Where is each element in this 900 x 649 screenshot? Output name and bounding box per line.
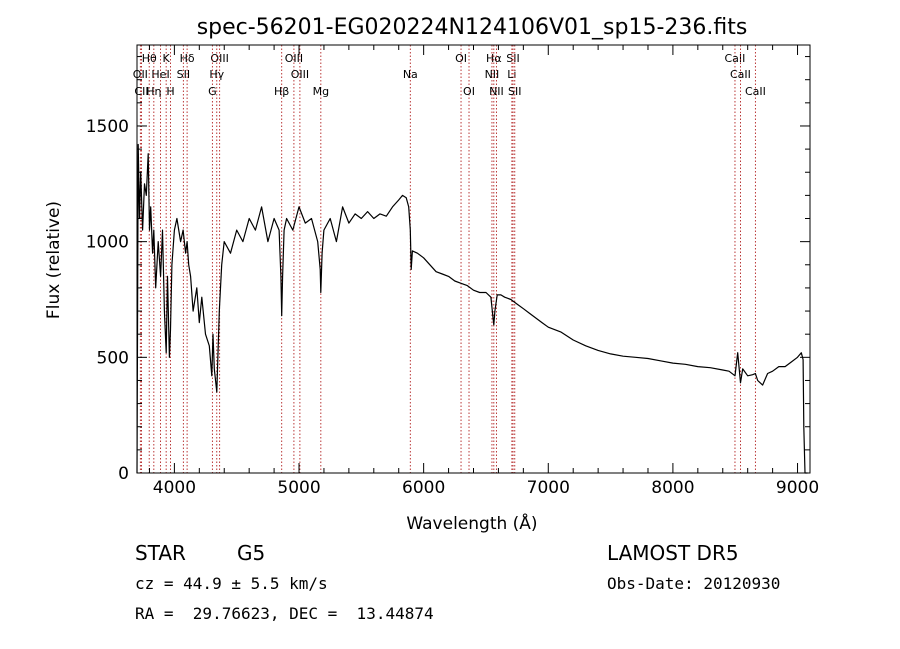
coordinates-readout: RA = 29.76623, DEC = 13.44874 (135, 604, 434, 623)
spectral-line-label: OIII (291, 68, 309, 81)
spectral-line-label: OII (133, 68, 148, 81)
spectral-line-label: Hβ (274, 85, 289, 98)
spectral-line-label: Hδ (180, 52, 195, 65)
spectral-line-label: SII (506, 52, 519, 65)
spectral-line-label: Mg (313, 85, 329, 98)
x-tick-label: 4000 (153, 478, 196, 498)
axes: 4000 5000 6000 7000 8000 9000 0 500 1000 1500 (86, 45, 819, 498)
spectral-line-label: NII (489, 85, 504, 98)
spectral-line-label: CaII (730, 68, 751, 81)
spectral-line-label: SII (508, 85, 521, 98)
spectral-line-label: Hα (486, 52, 502, 65)
x-tick-label: 6000 (402, 478, 445, 498)
spectral-line-label: Li (507, 68, 516, 81)
x-tick-label: 9000 (776, 478, 819, 498)
spectrum-series (136, 143, 808, 474)
spectral-line-label: SII (177, 68, 190, 81)
y-tick-label: 500 (97, 348, 129, 368)
plot-frame (136, 44, 811, 474)
x-tick-label: 5000 (277, 478, 320, 498)
spectral-line-label: HeI (151, 68, 169, 81)
spectral-line-label: OI (455, 52, 467, 65)
spectral-line-label: K (163, 52, 171, 65)
spectral-line-label: CII (134, 85, 148, 98)
spectral-line-label: Hγ (209, 68, 224, 81)
x-tick-label: 7000 (527, 478, 570, 498)
object-subclass: G5 (237, 541, 266, 565)
spectral-line-label: Na (403, 68, 418, 81)
survey-name: LAMOST DR5 (607, 541, 739, 565)
obs-date: Obs-Date: 20120930 (607, 574, 781, 593)
redshift-readout: cz = 44.9 ± 5.5 km/s (135, 574, 328, 593)
spectral-line-label: Hη (146, 85, 161, 98)
spectral-line-label: CaII (745, 85, 766, 98)
y-tick-label: 1500 (86, 117, 129, 137)
spectral-line-label: NII (485, 68, 500, 81)
object-class: STAR (135, 541, 186, 565)
y-tick-label: 0 (118, 464, 129, 484)
spectral-line-label: CaII (725, 52, 746, 65)
y-axis-label: Flux (relative) (44, 201, 64, 319)
spectral-line-label: Hθ (142, 52, 157, 65)
x-tick-label: 8000 (651, 478, 694, 498)
y-tick-label: 1000 (86, 233, 129, 253)
spectral-line-label: OI (463, 85, 475, 98)
spectral-line-label: G (208, 85, 217, 98)
spectral-line-label: H (166, 85, 174, 98)
spectral-line-label: OIII (285, 52, 303, 65)
spectral-line-label: OIII (210, 52, 228, 65)
chart-title: spec-56201-EG020224N124106V01_sp15-236.f… (197, 15, 748, 40)
x-axis-label: Wavelength (Å) (406, 512, 537, 534)
spectrum-line (136, 143, 808, 474)
